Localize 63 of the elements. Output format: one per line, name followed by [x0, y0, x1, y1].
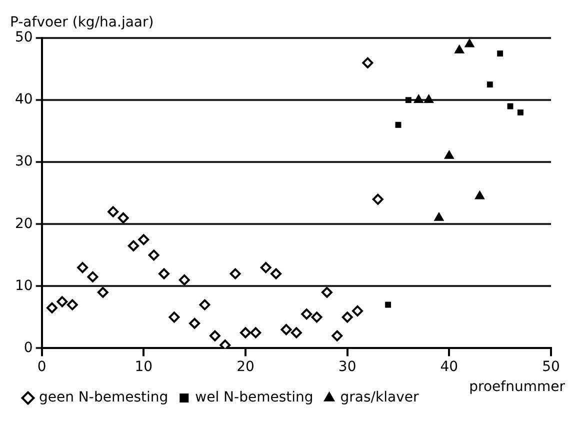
point: [66, 299, 78, 310]
point: [414, 94, 424, 104]
x-tick-label: 0: [37, 359, 46, 376]
point: [189, 318, 200, 329]
point: [220, 340, 231, 348]
point: [97, 286, 108, 298]
y-tick-label: 20: [14, 216, 33, 232]
point: [199, 299, 210, 310]
y-tick-label: 40: [14, 92, 33, 108]
point: [454, 44, 464, 54]
point: [385, 302, 392, 308]
point: [321, 286, 332, 298]
point: [280, 324, 292, 336]
point: [260, 262, 272, 274]
point: [517, 109, 524, 116]
point: [148, 250, 160, 261]
point: [77, 262, 88, 274]
point: [158, 268, 170, 280]
x-tick-label: 10: [134, 359, 153, 376]
legend-label: geen N-bemesting: [39, 390, 168, 406]
y-tick-label: 50: [14, 30, 33, 46]
y-tick-label: 0: [24, 340, 33, 356]
point: [230, 268, 241, 280]
point: [497, 50, 504, 56]
x-tick-label: 20: [236, 359, 254, 376]
point: [168, 312, 180, 323]
point: [290, 327, 302, 338]
point: [352, 305, 364, 316]
point: [395, 122, 402, 128]
point: [178, 274, 190, 286]
point: [138, 234, 150, 246]
y-axis-title: P-afvoer (kg/ha.jaar): [10, 14, 154, 31]
point: [56, 296, 68, 308]
point: [342, 312, 353, 323]
point: [486, 82, 493, 88]
point: [362, 57, 374, 68]
y-tick-label: 10: [14, 278, 33, 294]
x-tick-label: 40: [440, 359, 458, 376]
point: [372, 194, 384, 205]
legend-label: gras/klaver: [340, 390, 419, 406]
y-tick-label: 30: [14, 154, 33, 170]
point: [87, 271, 98, 282]
point: [424, 94, 434, 104]
point: [250, 327, 262, 338]
point: [464, 38, 474, 48]
point: [311, 312, 322, 323]
point: [301, 308, 312, 320]
point: [128, 240, 139, 252]
point: [209, 330, 220, 342]
point: [444, 150, 454, 159]
point: [474, 190, 485, 200]
point: [270, 268, 282, 280]
point: [46, 302, 58, 314]
x-tick-label: 30: [338, 359, 356, 376]
point: [118, 212, 129, 224]
point: [434, 212, 444, 221]
legend-label: wel N-bemesting: [195, 390, 314, 406]
x-axis-title: proefnummer: [469, 378, 566, 395]
point: [332, 330, 343, 342]
point: [405, 97, 412, 104]
x-tick-label: 50: [542, 359, 560, 376]
point: [240, 327, 251, 338]
point: [108, 206, 119, 218]
